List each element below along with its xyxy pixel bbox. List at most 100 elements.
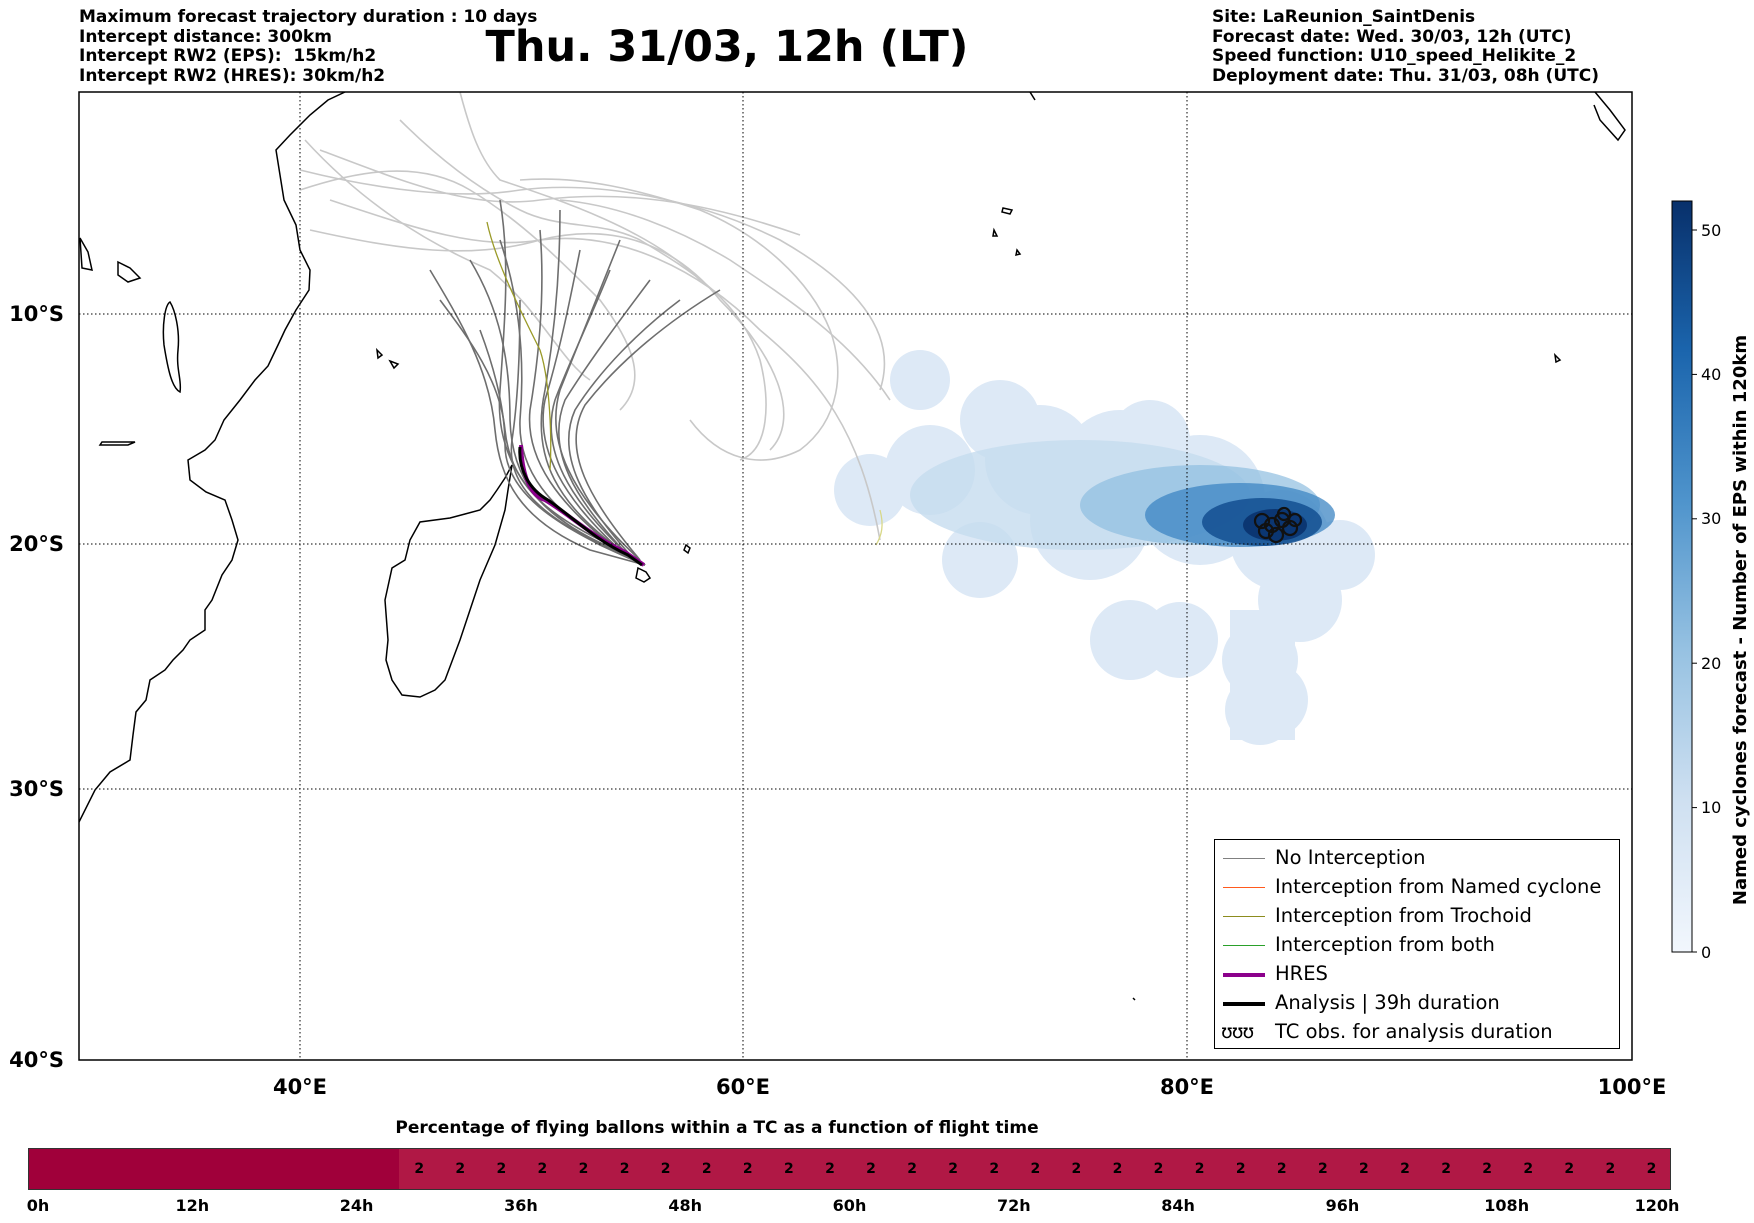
colorbar-tick-label: 50 xyxy=(1701,221,1721,240)
header-left-line: Intercept RW2 (HRES): 30km/h2 xyxy=(79,65,386,86)
flight-time-cell-value: 2 xyxy=(1276,1161,1287,1177)
lat-tick-label: 30°S xyxy=(9,777,64,801)
flight-time-bar: 2 2 2 2 2 2 2 2 2 2 2 2 2 2 2 2 2 2 2 2 2 2 2 2 2 2 2 2 2 2 2 xyxy=(28,1148,1671,1190)
header-right-line: Deployment date: Thu. 31/03, 08h (UTC) xyxy=(1212,65,1599,86)
flight-time-cell-value: 2 xyxy=(496,1161,507,1177)
map-layers xyxy=(79,92,1626,1001)
coastlines xyxy=(79,92,1626,1001)
flight-time-cell-value: 2 xyxy=(578,1161,589,1177)
page-title: Thu. 31/03, 12h (LT) xyxy=(485,22,969,72)
flight-time-cell-value: 2 xyxy=(1523,1161,1534,1177)
legend-label: TC obs. for analysis duration xyxy=(1275,1020,1553,1043)
flight-time-tick-label: 72h xyxy=(996,1196,1031,1215)
lat-tick-label: 10°S xyxy=(9,302,64,326)
header-left-line: Intercept RW2 (EPS): 15km/h2 xyxy=(79,46,377,66)
colorbar-label: Named cyclones forecast - Number of EPS … xyxy=(1730,335,1751,905)
flight-time-cell-value: 2 xyxy=(1112,1161,1123,1177)
flight-time-tick-label: 12h xyxy=(175,1196,210,1215)
flight-time-cell-value: 2 xyxy=(1605,1161,1616,1177)
flight-time-cell-value: 2 xyxy=(1194,1161,1205,1177)
flight-time-cell-value: 2 xyxy=(1030,1161,1041,1177)
legend-item: ʊʊʊ TC obs. for analysis duration xyxy=(1215,1018,1619,1047)
flight-time-cell-value: 2 xyxy=(414,1161,425,1177)
header-right-line: Site: LaReunion_SaintDenis xyxy=(1212,7,1476,27)
flight-time-cell-value: 2 xyxy=(619,1161,630,1177)
flight-time-cell-value: 2 xyxy=(701,1161,712,1177)
lon-tick-label: 100°E xyxy=(1598,1075,1667,1099)
legend-label: Interception from Trochoid xyxy=(1275,904,1532,927)
legend: No Interception Interception from Named … xyxy=(1214,839,1620,1049)
lat-axis-labels: 10°S 20°S 30°S 40°S xyxy=(9,302,64,1072)
legend-item: Analysis | 39h duration xyxy=(1215,989,1619,1018)
header-left: Maximum forecast trajectory duration : 1… xyxy=(79,7,538,86)
lat-tick-label: 40°S xyxy=(9,1048,64,1072)
flight-time-cell-value: 2 xyxy=(1564,1161,1575,1177)
no-interception-trajectories xyxy=(299,92,891,566)
flight-time-tick-label: 108h xyxy=(1484,1196,1530,1215)
flight-time-cell-value: 2 xyxy=(1441,1161,1451,1177)
flight-time-tick-label: 96h xyxy=(1325,1196,1360,1215)
lon-tick-label: 40°E xyxy=(273,1075,327,1099)
flight-time-cell-value: 2 xyxy=(742,1161,753,1177)
legend-label: Interception from both xyxy=(1275,933,1495,956)
legend-label: Analysis | 39h duration xyxy=(1275,991,1500,1014)
legend-label: Interception from Named cyclone xyxy=(1275,875,1602,898)
flight-time-cell-value: 2 xyxy=(989,1161,1000,1177)
colorbar-tick-label: 20 xyxy=(1701,654,1721,673)
legend-label: No Interception xyxy=(1275,846,1426,869)
flight-time-tick-label: 48h xyxy=(668,1196,703,1215)
flight-time-cell-value: 2 xyxy=(537,1161,548,1177)
flight-time-cell-value: 2 xyxy=(1646,1161,1657,1177)
map-frame xyxy=(78,91,1633,1061)
flight-time-tick-label: 60h xyxy=(832,1196,867,1215)
flight-time-cell-value: 2 xyxy=(660,1161,671,1177)
flight-time-cell-value: 2 xyxy=(948,1161,959,1177)
flight-time-cell-value: 2 xyxy=(1153,1161,1164,1177)
header-left-line: Intercept distance: 300km xyxy=(79,26,332,47)
lon-tick-label: 60°E xyxy=(716,1075,770,1099)
legend-item: Interception from Named cyclone xyxy=(1215,873,1619,902)
flight-time-tick-label: 84h xyxy=(1161,1196,1195,1215)
flight-time-cell-value: 2 xyxy=(784,1161,794,1177)
analysis-track xyxy=(518,446,643,567)
map-grid xyxy=(79,92,1632,1060)
flight-time-segment xyxy=(398,1149,1670,1189)
colorbar: 0 10 20 30 40 50 Named cyclones forecast… xyxy=(1671,200,1751,962)
colorbar-gradient xyxy=(1671,200,1693,953)
header-left-line: Maximum forecast trajectory duration : 1… xyxy=(79,7,538,27)
legend-label: HRES xyxy=(1275,962,1328,985)
legend-item: Interception from both xyxy=(1215,931,1619,960)
cyclone-probability-field xyxy=(834,350,1375,745)
legend-item: HRES xyxy=(1215,960,1619,989)
tc-obs-symbol-icon: ʊʊʊ xyxy=(1221,1021,1254,1043)
flight-time-tick-label: 36h xyxy=(504,1196,538,1215)
flight-time-title: Percentage of flying ballons within a TC… xyxy=(395,1118,1039,1138)
legend-item: No Interception xyxy=(1215,844,1619,873)
flight-time-cell-value: 2 xyxy=(866,1161,876,1177)
colorbar-tick-label: 10 xyxy=(1701,798,1721,817)
colorbar-tick-label: 40 xyxy=(1701,365,1721,384)
flight-time-cell-value: 2 xyxy=(455,1161,466,1177)
flight-time-tick-label: 0h xyxy=(26,1196,50,1215)
lon-tick-label: 80°E xyxy=(1160,1075,1214,1099)
header-right-line: Forecast date: Wed. 30/03, 12h (UTC) xyxy=(1212,26,1572,47)
flight-time-cell-value: 2 xyxy=(1235,1161,1246,1177)
colorbar-tick-label: 0 xyxy=(1701,943,1711,962)
colorbar-tick-label: 30 xyxy=(1701,509,1721,528)
flight-time-cell-value: 2 xyxy=(1317,1161,1328,1177)
flight-time-tick-label: 120h xyxy=(1634,1196,1680,1215)
legend-item: Interception from Trochoid xyxy=(1215,902,1619,931)
flight-time-cell-value: 2 xyxy=(907,1161,917,1177)
flight-time-cell-value: 2 xyxy=(1071,1161,1082,1177)
lat-tick-label: 20°S xyxy=(9,532,64,556)
flight-time-cell-value: 2 xyxy=(1400,1161,1410,1177)
flight-time-cell-value: 2 xyxy=(1482,1161,1493,1177)
header-right: Site: LaReunion_SaintDenis Forecast date… xyxy=(1212,7,1599,86)
tc-observation-markers xyxy=(1253,506,1303,544)
flight-time-cell-value: 2 xyxy=(1359,1161,1369,1177)
lon-axis-labels: 40°E 60°E 80°E 100°E xyxy=(273,1075,1666,1099)
flight-time-tick-label: 24h xyxy=(339,1196,374,1215)
header-right-line: Speed function: U10_speed_Helikite_2 xyxy=(1212,46,1577,66)
flight-time-cell-value: 2 xyxy=(825,1161,835,1177)
